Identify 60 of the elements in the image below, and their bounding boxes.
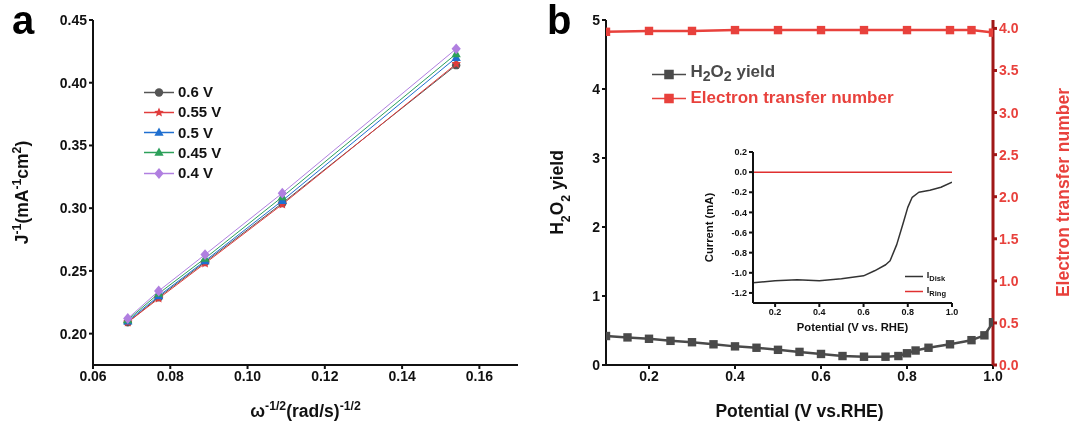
y-axis-title: Current (mA) (702, 192, 715, 263)
y-tick-label: 0 (592, 356, 601, 373)
y2-tick-label: 2.0 (999, 188, 1019, 205)
y-tick-label: 4 (592, 80, 601, 97)
legend-label: I$_{Ring}$ (926, 284, 946, 299)
legend-label: 0.55 V (178, 102, 222, 123)
x-tick-label: 0.2 (768, 307, 782, 318)
x-tick-label: 0.6 (857, 307, 870, 318)
y-tick-label: 1 (592, 287, 601, 304)
legend-label: 0.5 V (178, 122, 214, 143)
y2-tick-label: 0.5 (999, 314, 1019, 331)
x-axis-title: Potential (V vs. RHE) (796, 321, 909, 334)
y2-tick-label: 4.0 (999, 20, 1019, 37)
y-tick-label: 0.20 (59, 325, 88, 342)
y-tick-label: 0.0 (734, 167, 747, 178)
x-tick-label: 0.06 (79, 367, 107, 384)
y2-tick-label: 1.0 (999, 272, 1019, 289)
x-tick-label: 0.16 (465, 367, 494, 384)
x-tick-label: 1.0 (945, 307, 959, 318)
x-axis-title: Potential (V vs.RHE) (715, 401, 884, 422)
y-tick-label: 3 (592, 149, 601, 166)
legend-label: Electron transfer number (690, 86, 894, 109)
chart-title: a (12, 0, 35, 43)
legend-label: H$_{2}$O$_{2}$ yield (690, 61, 776, 87)
legend-label: 0.4 V (178, 163, 214, 184)
y2-axis-title: Electron transfer number (1052, 87, 1073, 298)
y2-tick-label: 0.0 (999, 356, 1019, 373)
x-tick-label: 0.4 (813, 307, 826, 318)
x-tick-label: 0.14 (388, 367, 416, 384)
y2-tick-label: 1.5 (999, 230, 1019, 247)
x-tick-label: 0.8 (897, 367, 917, 384)
y-tick-label: 0.35 (59, 137, 88, 154)
y-tick-label: -1.2 (731, 288, 747, 299)
y-tick-label: 5 (592, 11, 601, 28)
y-tick-label: 2 (592, 218, 601, 235)
y-tick-label: -1.0 (731, 267, 747, 278)
y-tick-label: -0.6 (731, 227, 747, 238)
y-tick-label: 0.25 (59, 262, 88, 279)
x-axis-title: ω$^{-1/2}$(rad/s)$^{-1/2}$ (250, 399, 361, 422)
x-tick-label: 0.2 (639, 367, 659, 384)
x-tick-label: 0.08 (156, 367, 185, 384)
y-tick-label: -0.4 (731, 207, 747, 218)
y2-tick-label: 3.0 (999, 104, 1019, 121)
x-tick-label: 0.10 (233, 367, 262, 384)
x-tick-label: 0.6 (811, 367, 831, 384)
y-tick-label: -0.8 (731, 247, 747, 258)
x-tick-label: 0.4 (725, 367, 745, 384)
y-tick-label: 0.30 (59, 200, 88, 217)
y-tick-label: 0.45 (59, 11, 88, 28)
y-tick-label: 0.2 (734, 147, 747, 158)
y-tick-label: 0.40 (59, 74, 88, 91)
legend-label: 0.45 V (178, 142, 222, 163)
x-tick-label: 0.8 (901, 307, 915, 318)
legend-label: I$_{Disk}$ (926, 269, 946, 285)
x-tick-label: 0.12 (311, 367, 339, 384)
chart-title: b (547, 0, 572, 43)
y2-tick-label: 3.5 (999, 62, 1019, 79)
legend-label: 0.6 V (178, 82, 214, 103)
y-tick-label: -0.2 (731, 187, 747, 198)
y2-tick-label: 2.5 (999, 146, 1019, 163)
